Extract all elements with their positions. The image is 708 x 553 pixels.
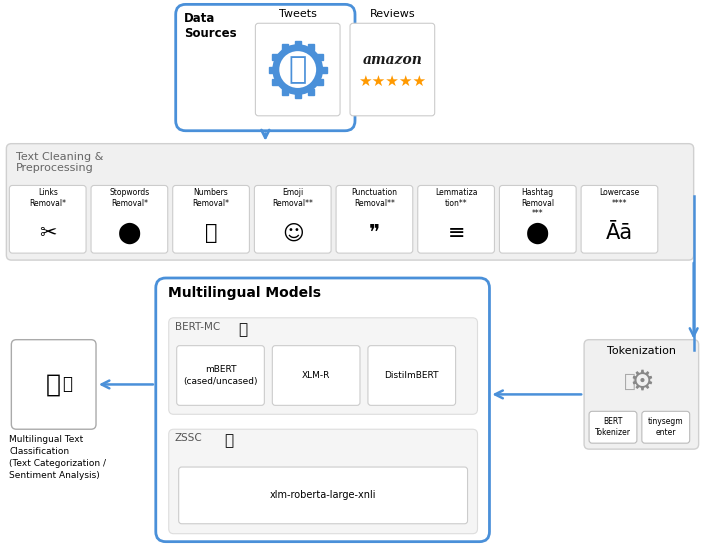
Text: Lowercase
****: Lowercase **** bbox=[600, 189, 639, 208]
Text: ⓘ: ⓘ bbox=[205, 223, 217, 243]
FancyBboxPatch shape bbox=[176, 4, 355, 131]
Text: 💬: 💬 bbox=[624, 372, 635, 391]
FancyBboxPatch shape bbox=[418, 185, 494, 253]
FancyBboxPatch shape bbox=[581, 185, 658, 253]
Text: Punctuation
Removal**: Punctuation Removal** bbox=[351, 189, 397, 208]
Text: 👻: 👻 bbox=[224, 433, 234, 448]
Text: Multilingual Text
Classification
(Text Categorization /
Sentiment Analysis): Multilingual Text Classification (Text C… bbox=[9, 435, 106, 479]
Text: Tweets: Tweets bbox=[279, 9, 316, 19]
FancyBboxPatch shape bbox=[256, 23, 340, 116]
Text: XLM-R: XLM-R bbox=[302, 371, 331, 380]
Text: Stopwords
Removal*: Stopwords Removal* bbox=[109, 189, 149, 208]
Text: mBERT
(cased/uncased): mBERT (cased/uncased) bbox=[183, 365, 258, 386]
FancyBboxPatch shape bbox=[350, 23, 435, 116]
FancyBboxPatch shape bbox=[642, 411, 690, 443]
Text: 📋: 📋 bbox=[62, 375, 73, 393]
Text: Multilingual Models: Multilingual Models bbox=[168, 286, 321, 300]
Text: 🔍: 🔍 bbox=[46, 373, 61, 397]
Text: Data
Sources: Data Sources bbox=[183, 12, 236, 40]
FancyBboxPatch shape bbox=[11, 340, 96, 429]
Text: Text Cleaning &
Preprocessing: Text Cleaning & Preprocessing bbox=[16, 152, 103, 173]
FancyBboxPatch shape bbox=[177, 346, 264, 405]
FancyBboxPatch shape bbox=[156, 278, 489, 541]
FancyBboxPatch shape bbox=[273, 346, 360, 405]
Text: amazon: amazon bbox=[362, 53, 422, 66]
FancyBboxPatch shape bbox=[91, 185, 168, 253]
Text: Links
Removal*: Links Removal* bbox=[29, 189, 67, 208]
Text: tinysegm
enter: tinysegm enter bbox=[648, 417, 684, 437]
Text: Emoji
Removal**: Emoji Removal** bbox=[273, 189, 313, 208]
FancyBboxPatch shape bbox=[368, 346, 456, 405]
FancyBboxPatch shape bbox=[336, 185, 413, 253]
Text: ★★★★★: ★★★★★ bbox=[358, 74, 426, 89]
Text: Reviews: Reviews bbox=[370, 9, 415, 19]
FancyBboxPatch shape bbox=[499, 185, 576, 253]
Text: ≡: ≡ bbox=[447, 223, 465, 243]
FancyBboxPatch shape bbox=[173, 185, 249, 253]
Text: ✂: ✂ bbox=[39, 223, 57, 243]
Text: ☺: ☺ bbox=[282, 223, 304, 243]
Text: ⬤: ⬤ bbox=[118, 222, 141, 244]
FancyBboxPatch shape bbox=[169, 429, 477, 534]
Text: Lemmatiza
tion**: Lemmatiza tion** bbox=[435, 189, 477, 208]
FancyBboxPatch shape bbox=[169, 318, 477, 414]
Text: 🐦: 🐦 bbox=[289, 55, 307, 84]
FancyBboxPatch shape bbox=[9, 185, 86, 253]
Text: ZSSC: ZSSC bbox=[175, 433, 202, 443]
Text: Tokenization: Tokenization bbox=[607, 346, 676, 356]
Text: xlm-roberta-large-xnli: xlm-roberta-large-xnli bbox=[270, 491, 377, 500]
Text: Hashtag
Removal
***: Hashtag Removal *** bbox=[521, 189, 554, 218]
Text: ⬤: ⬤ bbox=[526, 222, 549, 244]
Text: DistilmBERT: DistilmBERT bbox=[384, 371, 439, 380]
Text: BERT-MC: BERT-MC bbox=[175, 322, 220, 332]
Text: 🤖: 🤖 bbox=[239, 322, 248, 337]
Text: ❞: ❞ bbox=[369, 223, 380, 243]
Text: Āā: Āā bbox=[606, 223, 633, 243]
Text: Numbers
Removal*: Numbers Removal* bbox=[193, 189, 229, 208]
FancyBboxPatch shape bbox=[584, 340, 699, 449]
Text: BERT
Tokenizer: BERT Tokenizer bbox=[595, 417, 631, 437]
FancyBboxPatch shape bbox=[178, 467, 467, 524]
Text: ⚙: ⚙ bbox=[629, 368, 653, 395]
FancyBboxPatch shape bbox=[589, 411, 637, 443]
FancyBboxPatch shape bbox=[6, 144, 694, 260]
FancyBboxPatch shape bbox=[254, 185, 331, 253]
